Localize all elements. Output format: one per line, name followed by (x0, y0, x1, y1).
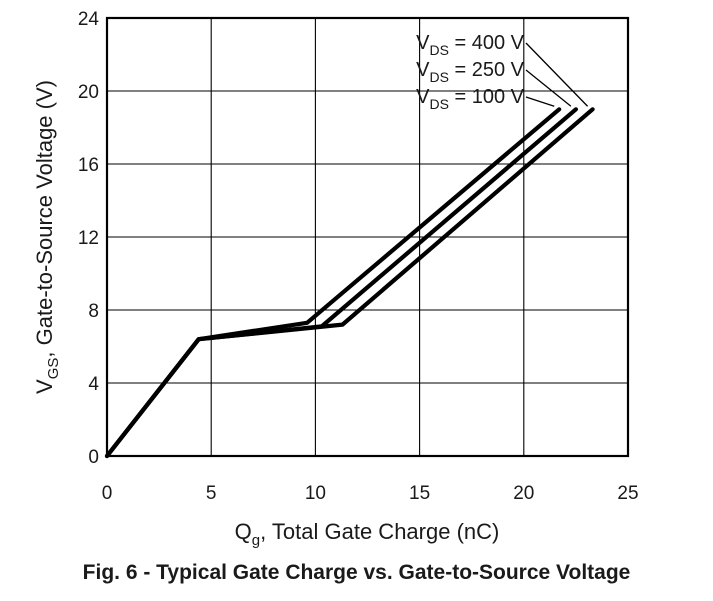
series-line-vds-100-v (104, 107, 562, 459)
y-tick-label-16: 16 (78, 155, 99, 176)
x-tick-label-10: 10 (305, 483, 326, 504)
y-tick-labels: 0 4 8 12 16 20 24 (78, 9, 100, 468)
legend-leader-vds-100-v (525, 96, 555, 107)
x-tick-label-5: 5 (206, 483, 217, 504)
x-tick-label-15: 15 (409, 483, 430, 504)
y-tick-label-0: 0 (88, 447, 99, 468)
x-tick-label-25: 25 (617, 483, 638, 504)
y-tick-label-24: 24 (78, 9, 100, 30)
legend-leader-vds-250-v (525, 69, 572, 107)
x-axis-label: Qg, Total Gate Charge (nC) (235, 519, 500, 549)
grid-lines (107, 18, 628, 456)
series-line-vds-250-v (104, 107, 579, 459)
y-axis-label: VGS, Gate-to-Source Voltage (V) (32, 80, 62, 394)
x-tick-label-20: 20 (513, 483, 534, 504)
legend-label-vds-400-v: VDS = 400 V (416, 32, 525, 58)
series-line-vds-400-v (104, 107, 595, 459)
x-tick-labels: 0 5 10 15 20 25 (102, 483, 639, 504)
x-tick-label-0: 0 (102, 483, 113, 504)
figure-caption: Fig. 6 - Typical Gate Charge vs. Gate-to… (82, 561, 631, 584)
legend-leader-vds-400-v (525, 42, 589, 107)
legend-label-vds-100-v: VDS = 100 V (416, 86, 525, 112)
legend-label-vds-250-v: VDS = 250 V (416, 59, 525, 85)
y-tick-label-12: 12 (78, 228, 99, 249)
y-tick-label-8: 8 (88, 301, 99, 322)
y-tick-label-20: 20 (78, 82, 99, 103)
y-tick-label-4: 4 (88, 374, 99, 395)
plot-frame (105, 16, 630, 458)
series-lines (104, 107, 595, 459)
